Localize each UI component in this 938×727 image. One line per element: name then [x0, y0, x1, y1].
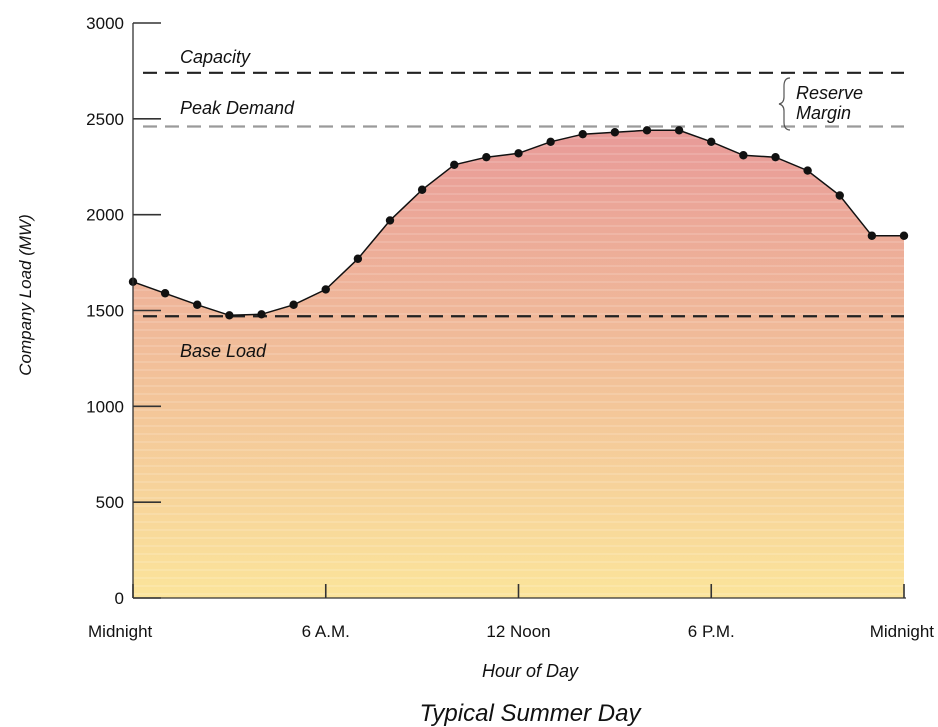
reserve-label: Reserve	[796, 83, 863, 103]
y-tick-label: 2500	[86, 110, 124, 129]
data-point	[353, 254, 363, 263]
data-point	[225, 311, 234, 320]
data-point	[867, 231, 877, 240]
data-point	[546, 137, 555, 147]
y-tick-label: 1000	[86, 397, 124, 416]
area-stripes	[133, 130, 904, 595]
x-tick-label: 6 A.M.	[302, 622, 350, 641]
data-point	[674, 126, 684, 135]
y-tick-label: 2000	[86, 206, 124, 225]
y-tick-label: 1500	[86, 302, 124, 321]
y-axis-title: Company Load (MW)	[16, 214, 35, 376]
margin-label: Margin	[796, 103, 851, 123]
data-point	[160, 289, 170, 298]
data-point	[707, 137, 716, 147]
base-load-label: Base Load	[180, 341, 267, 361]
capacity-label: Capacity	[180, 47, 251, 67]
data-point	[771, 152, 780, 162]
x-tick-label: 6 P.M.	[688, 622, 735, 641]
x-axis-title: Hour of Day	[482, 661, 579, 681]
data-point	[803, 166, 812, 175]
y-tick-label: 500	[96, 493, 124, 512]
data-point	[739, 151, 748, 160]
data-point	[321, 285, 330, 294]
x-tick-label: Midnight	[870, 622, 935, 641]
y-tick-label: 0	[115, 589, 124, 608]
data-point	[417, 185, 427, 194]
data-point	[450, 160, 459, 170]
data-point	[578, 129, 587, 139]
data-point	[514, 149, 523, 158]
peak-demand-label: Peak Demand	[180, 98, 295, 118]
data-point	[642, 126, 652, 135]
data-point	[257, 310, 266, 319]
x-axis-ticks: Midnight 6 A.M. 12 Noon 6 P.M. Midnight	[88, 584, 934, 641]
reserve-margin-brace	[778, 77, 791, 131]
load-area-fill	[133, 130, 904, 599]
chart-title: Typical Summer Day	[420, 700, 643, 727]
data-point	[610, 128, 620, 137]
data-point	[289, 300, 298, 309]
y-tick-label: 3000	[86, 14, 124, 33]
data-point	[193, 300, 202, 309]
data-point	[482, 152, 491, 162]
x-tick-label: 12 Noon	[486, 622, 550, 641]
x-tick-label: Midnight	[88, 622, 153, 641]
y-axis-ticks: 0 500 1000 1500 2000 2500 3000	[86, 14, 161, 608]
data-point	[835, 191, 844, 200]
data-point	[385, 216, 395, 225]
data-point	[899, 231, 909, 240]
reference-lines	[143, 71, 904, 318]
